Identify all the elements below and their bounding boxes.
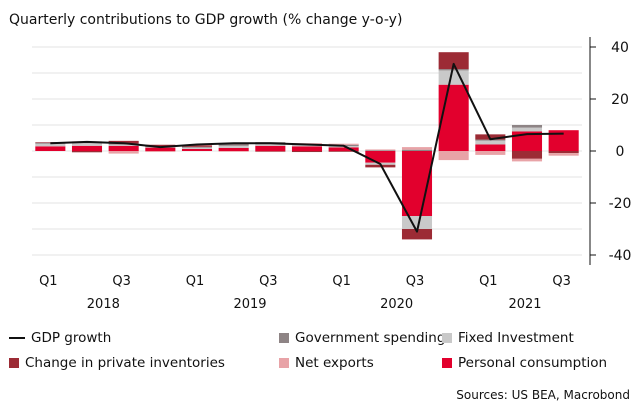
bar-segment xyxy=(475,140,506,145)
bar-segment xyxy=(255,145,286,151)
bar-segment xyxy=(438,84,469,151)
y-tick-label: -40 xyxy=(609,248,632,264)
bar-segment xyxy=(255,151,286,153)
legend-swatch xyxy=(9,337,25,339)
bar-segment xyxy=(145,147,176,151)
legend-row: GDP growth Government spending Fixed Inves… xyxy=(9,330,634,350)
bar-segment xyxy=(401,147,433,150)
bar-segment xyxy=(401,149,433,151)
bar-segment xyxy=(181,147,213,149)
bar-segment xyxy=(511,131,543,151)
bar-segment xyxy=(328,147,359,151)
bar-segment xyxy=(181,148,213,151)
x-year-label: 2018 xyxy=(87,297,120,312)
x-tick-label: Q1 xyxy=(479,274,498,289)
x-tick-label: Q1 xyxy=(332,274,351,289)
x-tick-label: Q1 xyxy=(39,274,58,289)
bar-segment xyxy=(438,69,469,71)
legend-swatch xyxy=(279,358,289,368)
bar-segment xyxy=(108,151,139,154)
y-tick-label: 0 xyxy=(616,144,625,160)
legend-item: Change in private inventories xyxy=(9,355,225,371)
bar-segment xyxy=(475,134,506,140)
bar-segment xyxy=(438,52,469,70)
x-year-label: 2021 xyxy=(508,297,541,312)
bar-segment xyxy=(548,151,579,154)
bar-segment xyxy=(291,145,323,147)
bar-segment xyxy=(548,153,579,156)
bar-segment xyxy=(218,151,249,152)
bar-segment xyxy=(511,127,543,132)
x-year-label: 2020 xyxy=(380,297,413,312)
x-year-label: 2019 xyxy=(233,297,266,312)
bar-segment xyxy=(475,144,506,151)
bar-segment xyxy=(475,151,506,155)
bar-segment xyxy=(35,146,66,151)
x-tick-label: Q3 xyxy=(406,274,425,289)
bar-segment xyxy=(145,151,176,153)
legend-item: Personal consumption xyxy=(442,355,607,371)
legend-swatch xyxy=(442,333,452,343)
bar-segment xyxy=(548,130,579,151)
bar-segment xyxy=(255,143,286,146)
legend-item: Fixed Investment xyxy=(442,330,574,346)
bar-segment xyxy=(218,147,249,151)
legend-item: Government spending xyxy=(279,330,445,346)
bar-segment xyxy=(108,145,139,151)
bar-segment xyxy=(511,125,543,128)
bar-segment xyxy=(35,143,66,147)
bar-segment xyxy=(71,151,103,153)
bar-segment xyxy=(181,146,213,148)
bar-segment xyxy=(328,151,359,152)
bar-segment xyxy=(108,144,139,146)
chart-plot: 40 20 0 -20 -40 Q1 Q3 Q1 Q3 Q1 Q3 Q1 Q3 2018 2019 2020 2… xyxy=(32,37,632,312)
bar-segment xyxy=(291,151,323,153)
bar-segment xyxy=(71,143,103,146)
bar-segment xyxy=(365,151,396,163)
legend-row: Change in private inventories Net exports… xyxy=(9,355,634,375)
legend-label: Fixed Investment xyxy=(458,330,574,346)
bar-segment xyxy=(71,145,103,151)
chart-source: Sources: US BEA, Macrobond xyxy=(456,388,630,402)
bar-segment xyxy=(511,158,543,162)
legend-swatch xyxy=(279,333,289,343)
bar-segment xyxy=(365,149,396,151)
chart-title: Quarterly contributions to GDP growth (%… xyxy=(9,12,403,28)
x-tick-label: Q1 xyxy=(186,274,205,289)
bar-segment xyxy=(401,229,433,240)
x-tick-label: Q3 xyxy=(112,274,131,289)
legend-label: Change in private inventories xyxy=(25,355,225,371)
bar-segment xyxy=(218,145,249,148)
bar-segment xyxy=(145,144,176,147)
bar-segment xyxy=(511,151,543,159)
legend-swatch xyxy=(442,358,452,368)
x-tick-label: Q3 xyxy=(552,274,571,289)
bar-segment xyxy=(108,140,139,144)
x-tick-label: Q3 xyxy=(259,274,278,289)
bar-segment xyxy=(328,143,359,145)
legend-label: Personal consumption xyxy=(458,355,608,371)
legend-label: GDP growth xyxy=(31,330,112,346)
bar-segment xyxy=(291,146,323,151)
legend-item: Net exports xyxy=(279,355,374,371)
legend-swatch xyxy=(9,358,19,368)
bar-segment xyxy=(255,151,286,152)
bar-segment xyxy=(218,144,249,146)
bar-segment xyxy=(181,145,213,147)
legend-label: Net exports xyxy=(295,355,374,371)
y-tick-label: 40 xyxy=(611,40,629,56)
legend-item: GDP growth xyxy=(9,330,111,346)
y-tick-label: -20 xyxy=(609,196,632,212)
bar-segment xyxy=(438,151,469,161)
bar-segment xyxy=(438,70,469,85)
legend-label: Government spending xyxy=(295,330,446,346)
gdp-growth-line xyxy=(50,62,564,233)
bar-segment xyxy=(365,150,396,151)
y-tick-label: 20 xyxy=(611,92,629,108)
